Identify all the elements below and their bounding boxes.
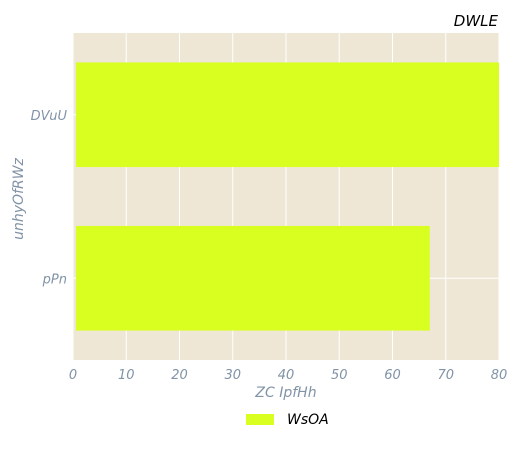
x-tick-label: 70 — [437, 368, 454, 383]
x-tick-label: 30 — [224, 368, 241, 383]
x-tick-label: 40 — [278, 368, 295, 383]
x-tick-label: 10 — [118, 368, 135, 383]
y-axis-label: unhyOfRWz — [11, 157, 27, 239]
bar-dvuu — [76, 62, 499, 168]
x-tick-label: 60 — [384, 368, 401, 383]
y-axis-ticks: DVuU pPn — [31, 109, 68, 288]
y-tick-label-ppn: pPn — [42, 272, 67, 287]
x-axis-label: ZC IpfHh — [254, 385, 316, 401]
x-tick-label: 50 — [331, 368, 348, 383]
x-tick-label: 20 — [171, 368, 188, 383]
x-tick-label: 80 — [491, 368, 508, 383]
bar-ppn — [76, 225, 430, 331]
chart-title: DWLE — [454, 12, 499, 30]
legend-swatch — [246, 414, 274, 425]
x-axis-ticks: 0 10 20 30 40 50 60 70 80 — [69, 368, 507, 383]
legend: WsOA — [246, 412, 329, 428]
legend-label-wsoa: WsOA — [287, 412, 329, 428]
y-tick-label-dvuu: DVuU — [31, 109, 68, 124]
bars-group — [76, 62, 499, 331]
x-tick-label: 0 — [69, 368, 77, 383]
